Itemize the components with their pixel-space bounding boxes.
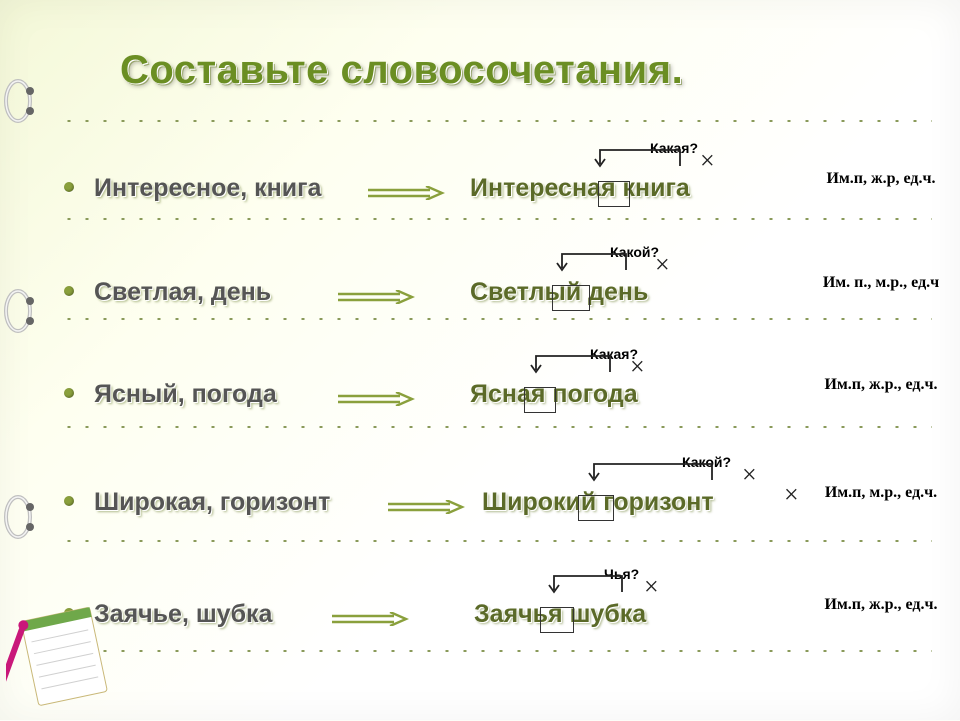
- becomes-arrow-icon: [386, 500, 466, 514]
- slide-page: Составьте словосочетания. Интересное, кн…: [0, 0, 960, 720]
- binder-ring-icon: [4, 288, 38, 334]
- result-stem: Ясн: [470, 380, 517, 408]
- phrase-row: Ясный, погода Ясная погодаКакая?× Им.п, …: [86, 374, 936, 434]
- result-noun: день: [581, 278, 648, 306]
- main-word-cross-icon: ×: [742, 460, 757, 490]
- dependency-arrow-icon: [556, 246, 632, 274]
- grammar-annotation: Им. п., м.р., ед.ч: [822, 274, 940, 292]
- result-stem: Светл: [470, 278, 544, 306]
- ending-box: [540, 607, 574, 633]
- ending-box: [552, 285, 590, 311]
- notepad-illustration-icon: [6, 586, 116, 716]
- dependency-arrow-icon: [530, 348, 616, 376]
- grammar-annotation: Им.п, ж.р., ед.ч.: [822, 596, 940, 614]
- phrase-row: Заячье, шубка Заячья шубкаЧья?× Им.п, ж.…: [86, 594, 936, 654]
- bullet-icon: [64, 182, 74, 192]
- grammar-annotation: Им.п, ж.р., ед.ч.: [822, 376, 940, 394]
- extra-cross-mark: ×: [784, 480, 799, 510]
- grammar-annotation: Им.п, м.р., ед.ч.: [822, 484, 940, 502]
- source-words: Широкая, горизонт: [94, 488, 330, 517]
- page-title: Составьте словосочетания.: [120, 48, 683, 93]
- grammar-annotation: Им.п, ж.р, ед.ч.: [822, 170, 940, 188]
- source-words: Светлая, день: [94, 278, 271, 307]
- becomes-arrow-icon: [336, 392, 416, 406]
- ending-box: [578, 495, 614, 521]
- binder-ring-icon: [4, 78, 38, 124]
- result-stem: Интересн: [470, 174, 587, 202]
- bullet-icon: [64, 286, 74, 296]
- source-words: Интересное, книга: [94, 174, 321, 203]
- bullet-icon: [64, 496, 74, 506]
- source-words: Ясный, погода: [94, 380, 277, 409]
- ending-box: [524, 387, 556, 413]
- ending-box: [598, 181, 630, 207]
- bullet-icon: [64, 388, 74, 398]
- becomes-arrow-icon: [336, 290, 416, 304]
- dotted-rule: [60, 120, 932, 122]
- result-noun: шубка: [563, 600, 647, 628]
- main-word-cross-icon: ×: [644, 572, 659, 602]
- binder-ring-icon: [4, 494, 38, 540]
- result-stem: Заяч: [474, 600, 533, 628]
- result-stem: Широк: [482, 488, 566, 516]
- phrase-row: Светлая, день Светлый деньКакой?× Им. п.…: [86, 272, 936, 332]
- result-noun: погода: [545, 380, 637, 408]
- main-word-cross-icon: ×: [700, 146, 715, 176]
- dependency-arrow-icon: [548, 568, 628, 596]
- becomes-arrow-icon: [366, 186, 446, 200]
- becomes-arrow-icon: [330, 612, 410, 626]
- source-words: Заячье, шубка: [94, 600, 272, 629]
- dependency-arrow-icon: [588, 456, 718, 484]
- phrase-row: Интересное, книга Интересная книгаКакая?…: [86, 168, 936, 228]
- result-phrase: Интересная книга: [470, 174, 690, 203]
- dependency-arrow-icon: [594, 142, 686, 170]
- phrase-row: Широкая, горизонт Широкий горизонтКакой?…: [86, 482, 936, 542]
